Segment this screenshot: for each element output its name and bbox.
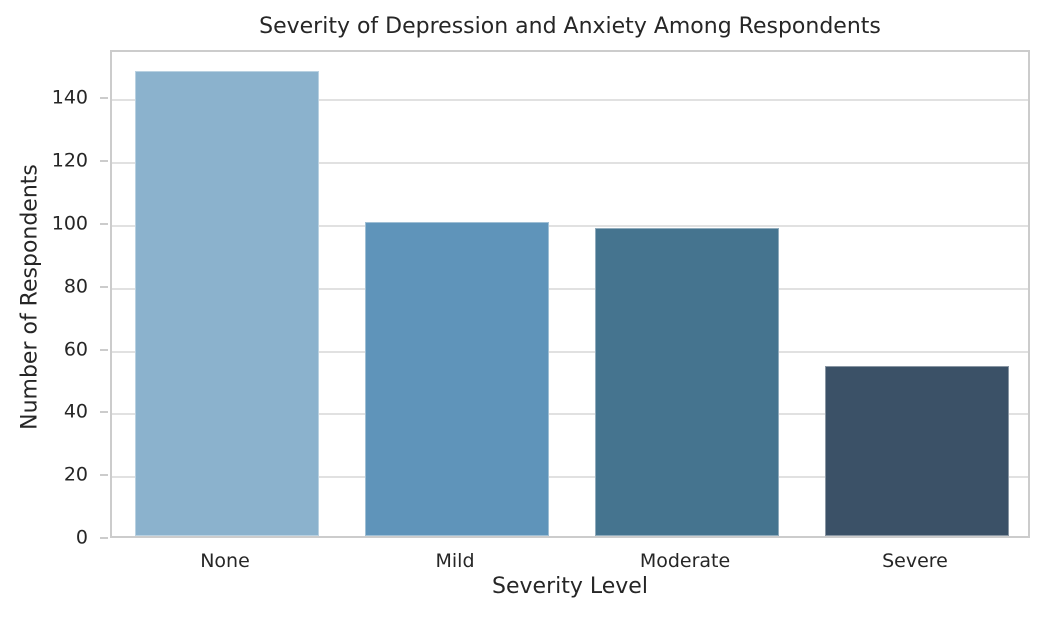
y-tick-mark: [100, 474, 108, 477]
y-tick-mark: [100, 285, 108, 288]
gridline: [112, 162, 1028, 165]
y-tick-mark: [100, 348, 108, 351]
gridline: [112, 476, 1028, 479]
gridline: [112, 99, 1028, 102]
bar-severe: [825, 366, 1009, 536]
chart-title: Severity of Depression and Anxiety Among…: [259, 14, 881, 39]
y-tick-mark: [100, 537, 108, 539]
x-tick-label-moderate: Moderate: [639, 550, 731, 572]
x-tick-label-none: None: [200, 550, 250, 572]
y-tick-mark: [100, 411, 108, 414]
x-axis: None Mild Moderate Severe: [110, 538, 1030, 574]
y-tick-label: 0: [75, 526, 88, 549]
y-tick-label: 120: [51, 149, 88, 172]
x-axis-label: Severity Level: [492, 574, 648, 599]
y-tick-mark: [100, 160, 108, 163]
gridline: [112, 413, 1028, 416]
bar-mild: [365, 221, 549, 536]
gridline: [112, 350, 1028, 353]
bar-moderate: [595, 228, 779, 536]
gridline: [112, 224, 1028, 227]
y-tick-label: 20: [63, 463, 88, 486]
gridline: [112, 287, 1028, 290]
x-tick-label-severe: Severe: [882, 550, 948, 572]
x-tick-label-mild: Mild: [435, 550, 475, 572]
y-tick-label: 140: [51, 86, 88, 109]
y-tick-label: 80: [63, 275, 88, 298]
y-tick-label: 60: [63, 338, 88, 361]
bar-none: [135, 71, 319, 536]
y-axis: 0 20 40 60 80 100 120 140: [0, 50, 110, 547]
y-tick-mark: [100, 97, 108, 100]
plot-area: [110, 50, 1030, 538]
y-tick-label: 100: [51, 212, 88, 235]
y-tick-label: 40: [63, 400, 88, 423]
y-tick-mark: [100, 222, 108, 225]
